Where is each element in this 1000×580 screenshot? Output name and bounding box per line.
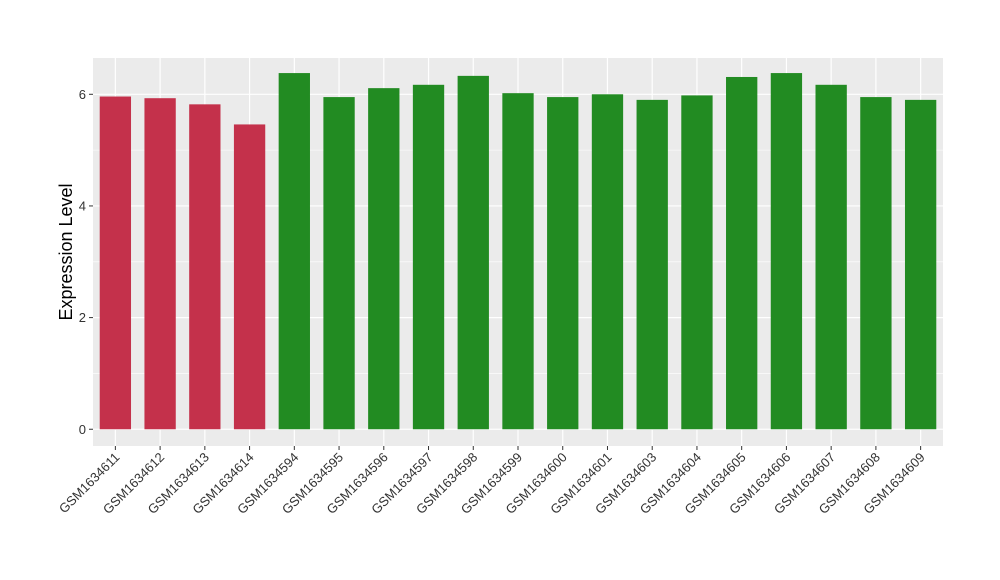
- y-axis-title: Expression Level: [56, 183, 76, 320]
- bar: [860, 97, 892, 430]
- bar: [636, 99, 668, 430]
- bar: [99, 96, 132, 430]
- bar: [904, 99, 937, 430]
- bar: [144, 98, 176, 430]
- bar: [502, 93, 534, 430]
- y-tick-label: 2: [79, 310, 86, 325]
- bar: [412, 84, 445, 430]
- bar: [368, 88, 400, 430]
- bar: [233, 124, 266, 430]
- bar: [815, 84, 847, 430]
- bar: [278, 73, 310, 430]
- bars: [99, 73, 937, 430]
- y-tick-label: 6: [79, 87, 86, 102]
- y-tick-label: 0: [79, 422, 86, 437]
- x-axis: GSM1634611GSM1634612GSM1634613GSM1634614…: [56, 446, 928, 517]
- bar: [770, 73, 803, 430]
- bar: [189, 104, 221, 430]
- bar: [547, 97, 579, 430]
- bar: [457, 75, 489, 430]
- bar: [726, 76, 758, 430]
- bar: [323, 97, 355, 430]
- bar: [591, 94, 624, 430]
- y-axis: 0 2 4 6: [79, 87, 93, 437]
- y-tick-label: 4: [79, 198, 86, 213]
- bar: [681, 95, 713, 430]
